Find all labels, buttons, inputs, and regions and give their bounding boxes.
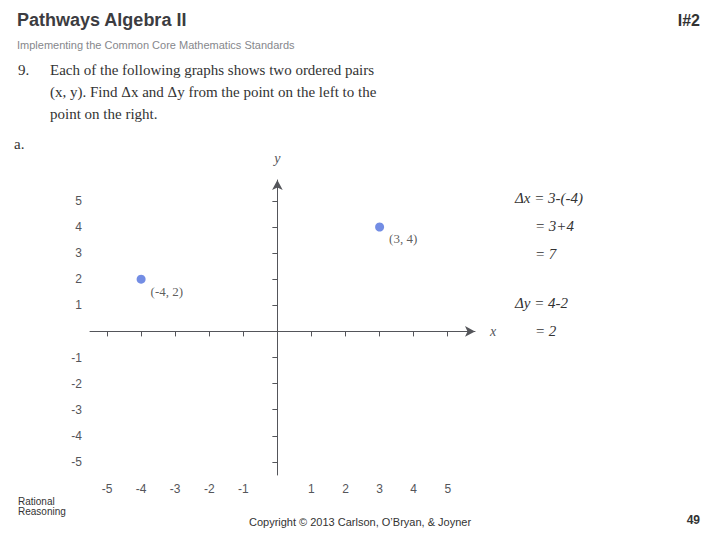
svg-text:5: 5 — [444, 482, 451, 496]
svg-text:9.: 9. — [18, 62, 29, 78]
svg-text:= 3+4: = 3+4 — [535, 218, 574, 234]
svg-text:(x, y). Find Δx and Δy from th: (x, y). Find Δx and Δy from the point on… — [50, 84, 377, 101]
svg-text:a.: a. — [14, 136, 24, 152]
svg-text:Reasoning: Reasoning — [18, 506, 66, 517]
svg-text:(3, 4): (3, 4) — [389, 231, 417, 246]
svg-text:-4: -4 — [136, 482, 147, 496]
svg-text:1: 1 — [308, 482, 315, 496]
svg-text:-2: -2 — [71, 377, 82, 391]
svg-text:x: x — [489, 324, 497, 339]
svg-text:3: 3 — [376, 482, 383, 496]
svg-text:4: 4 — [410, 482, 417, 496]
svg-text:3: 3 — [75, 246, 82, 260]
svg-text:2: 2 — [75, 272, 82, 286]
svg-text:Δx = 3-(-4): Δx = 3-(-4) — [514, 190, 583, 207]
svg-text:I#2: I#2 — [678, 12, 700, 29]
svg-text:-1: -1 — [238, 482, 249, 496]
svg-text:(-4, 2): (-4, 2) — [151, 284, 184, 299]
svg-text:-1: -1 — [71, 351, 82, 365]
svg-text:Copyright © 2013 Carlson, O’Br: Copyright © 2013 Carlson, O’Bryan, & Joy… — [249, 516, 471, 528]
svg-text:4: 4 — [75, 220, 82, 234]
svg-text:Rational: Rational — [18, 495, 55, 507]
svg-text:-5: -5 — [71, 455, 82, 469]
svg-text:Δy = 4-2: Δy = 4-2 — [514, 295, 569, 311]
svg-text:-5: -5 — [102, 482, 113, 496]
svg-text:point on the right.: point on the right. — [50, 106, 158, 122]
svg-text:1: 1 — [75, 298, 82, 312]
svg-text:= 2: = 2 — [535, 323, 557, 339]
svg-text:Implementing the Common Core M: Implementing the Common Core Mathematics… — [17, 39, 295, 51]
svg-text:-3: -3 — [71, 403, 82, 417]
svg-text:49: 49 — [687, 513, 701, 527]
svg-text:-4: -4 — [71, 429, 82, 443]
svg-text:Each of the following graphs s: Each of the following graphs shows two o… — [50, 62, 374, 78]
svg-text:y: y — [272, 151, 281, 166]
svg-text:-2: -2 — [204, 482, 215, 496]
svg-text:2: 2 — [342, 482, 349, 496]
svg-text:-3: -3 — [170, 482, 181, 496]
svg-text:= 7: = 7 — [535, 246, 558, 262]
svg-text:5: 5 — [75, 194, 82, 208]
svg-text:Pathways Algebra II: Pathways Algebra II — [17, 10, 186, 30]
